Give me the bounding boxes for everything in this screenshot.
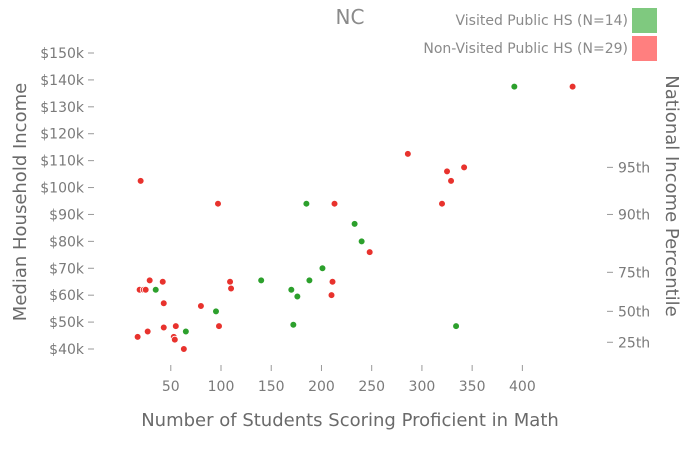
data-point <box>328 277 337 286</box>
data-point <box>318 264 327 273</box>
data-point <box>182 327 190 336</box>
legend-label: Non-Visited Public HS (N=29) <box>423 41 628 57</box>
data-point <box>143 327 152 336</box>
y2-tick-label: 95th <box>618 160 650 176</box>
y-tick-label: $140k <box>40 73 85 89</box>
y-tick-label: $150k <box>40 46 85 62</box>
y-axis-title: Median Household Income <box>10 83 31 321</box>
data-point <box>145 276 154 285</box>
data-point <box>159 299 168 308</box>
secondary-y-axis-ticks: 95th 90th 75th 50th 25th <box>607 160 650 351</box>
series-visited <box>151 82 519 336</box>
y2-tick-label: 25th <box>618 335 650 351</box>
data-point <box>357 237 366 246</box>
data-point <box>438 199 446 208</box>
y-tick-label: $130k <box>40 100 85 116</box>
x-axis-ticks: 50 100 150 200 250 300 350 400 <box>162 365 536 395</box>
data-point <box>404 150 412 158</box>
data-point <box>452 322 460 330</box>
series-non-visited <box>133 82 577 353</box>
data-point <box>172 322 180 330</box>
data-point <box>330 199 339 208</box>
data-point <box>443 167 451 176</box>
data-point <box>158 277 167 286</box>
secondary-y-axis-title: National Income Percentile <box>661 75 682 317</box>
data-point <box>302 199 311 208</box>
data-point <box>226 277 234 286</box>
data-point <box>293 292 302 301</box>
data-point <box>212 307 220 316</box>
legend-label: Visited Public HS (N=14) <box>456 13 628 29</box>
data-point <box>197 302 205 310</box>
x-tick-label: 200 <box>308 379 335 395</box>
y-tick-label: $120k <box>40 127 85 143</box>
x-axis-title: Number of Students Scoring Proficient in… <box>141 410 559 431</box>
x-tick-label: 400 <box>509 379 536 395</box>
data-point <box>151 285 160 294</box>
legend: Visited Public HS (N=14) Non-Visited Publ… <box>423 8 657 61</box>
data-point <box>568 82 577 91</box>
data-point <box>365 248 374 256</box>
data-point <box>159 323 168 332</box>
data-point <box>214 199 222 208</box>
data-point <box>215 322 223 330</box>
x-tick-label: 100 <box>208 379 235 395</box>
x-tick-label: 250 <box>358 379 385 395</box>
chart-title: NC <box>336 5 365 29</box>
data-point <box>141 285 150 294</box>
data-point <box>289 320 298 329</box>
y-tick-label: $110k <box>40 154 85 170</box>
data-point <box>305 276 314 285</box>
data-point <box>227 284 235 293</box>
y-tick-label: $60k <box>49 288 85 304</box>
y-tick-label: $50k <box>49 315 85 331</box>
legend-swatch <box>632 36 657 61</box>
data-point <box>180 345 188 353</box>
data-point <box>257 276 265 285</box>
y-tick-label: $70k <box>49 261 85 277</box>
y2-tick-label: 90th <box>618 207 650 223</box>
data-point <box>350 220 359 228</box>
data-point <box>287 285 296 294</box>
x-tick-label: 350 <box>459 379 486 395</box>
x-tick-label: 150 <box>258 379 285 395</box>
y2-tick-label: 50th <box>618 304 650 320</box>
data-points <box>133 82 577 353</box>
y-tick-label: $90k <box>49 207 85 223</box>
data-point <box>447 177 455 185</box>
data-point <box>133 333 142 341</box>
data-point <box>510 82 519 91</box>
y-axis-ticks: $40k $50k $60k $70k $80k $90k $100k $110k $120k $… <box>40 46 94 358</box>
data-point <box>327 291 336 299</box>
data-point <box>460 163 468 172</box>
x-tick-label: 50 <box>162 379 180 395</box>
y-tick-label: $40k <box>49 342 85 358</box>
y-tick-label: $100k <box>40 181 85 197</box>
y2-tick-label: 75th <box>618 265 650 281</box>
legend-swatch <box>632 8 657 33</box>
data-point <box>136 177 145 185</box>
data-point <box>171 335 179 344</box>
y-tick-label: $80k <box>49 234 85 250</box>
x-tick-label: 300 <box>409 379 436 395</box>
